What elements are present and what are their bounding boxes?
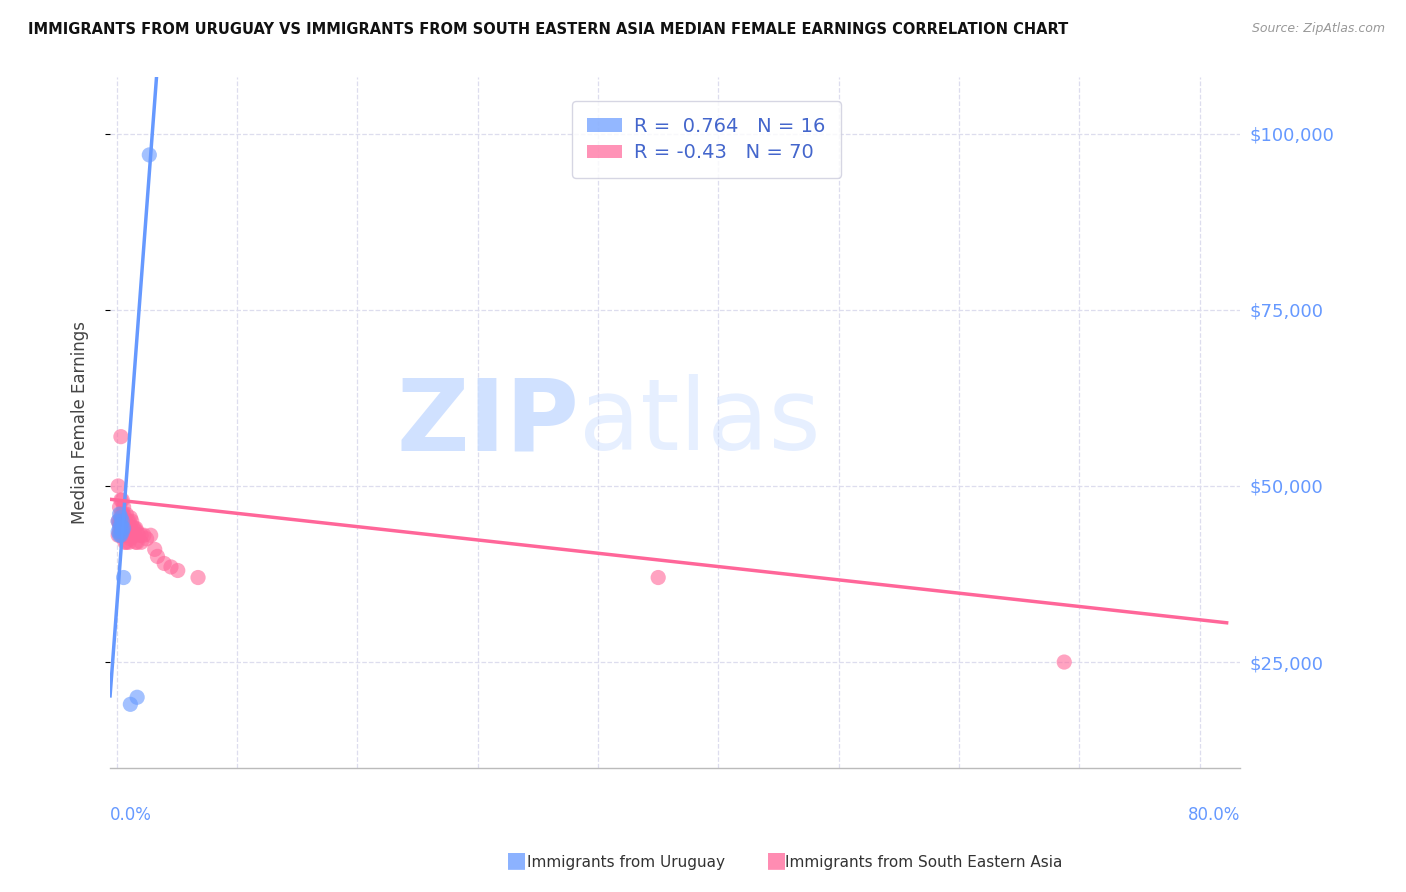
Point	[112, 521, 135, 535]
Point	[110, 528, 132, 542]
Point	[111, 514, 134, 528]
Point	[107, 479, 129, 493]
Point	[111, 521, 134, 535]
Point	[112, 570, 135, 584]
Text: ■: ■	[506, 850, 527, 870]
Point	[129, 535, 152, 549]
Y-axis label: Median Female Earnings: Median Female Earnings	[72, 321, 89, 524]
Point	[1053, 655, 1076, 669]
Point	[187, 570, 209, 584]
Point	[115, 535, 138, 549]
Point	[108, 517, 131, 532]
Point	[128, 528, 150, 542]
Point	[107, 514, 129, 528]
Point	[122, 521, 145, 535]
Point	[108, 500, 131, 514]
Point	[120, 521, 142, 535]
Point	[110, 507, 132, 521]
Point	[118, 528, 141, 542]
Legend: R =  0.764   N = 16, R = -0.43   N = 70: R = 0.764 N = 16, R = -0.43 N = 70	[572, 101, 841, 178]
Text: Source: ZipAtlas.com: Source: ZipAtlas.com	[1251, 22, 1385, 36]
Point	[129, 528, 152, 542]
Point	[108, 524, 131, 539]
Point	[117, 514, 139, 528]
Text: IMMIGRANTS FROM URUGUAY VS IMMIGRANTS FROM SOUTH EASTERN ASIA MEDIAN FEMALE EARN: IMMIGRANTS FROM URUGUAY VS IMMIGRANTS FR…	[28, 22, 1069, 37]
Point	[110, 514, 132, 528]
Text: 80.0%: 80.0%	[1188, 805, 1240, 823]
Point	[125, 535, 148, 549]
Point	[112, 500, 135, 514]
Point	[108, 507, 131, 521]
Point	[108, 528, 131, 542]
Point	[146, 549, 169, 564]
Point	[110, 510, 132, 524]
Point	[121, 514, 143, 528]
Text: ■: ■	[766, 850, 787, 870]
Point	[114, 521, 136, 535]
Point	[118, 514, 141, 528]
Point	[112, 524, 135, 539]
Point	[122, 524, 145, 539]
Point	[117, 517, 139, 532]
Point	[110, 521, 132, 535]
Point	[114, 514, 136, 528]
Point	[115, 507, 138, 521]
Point	[143, 542, 166, 557]
Point	[124, 521, 146, 535]
Text: 0.0%: 0.0%	[110, 805, 152, 823]
Point	[114, 528, 136, 542]
Point	[166, 564, 188, 578]
Point	[121, 528, 143, 542]
Point	[153, 557, 176, 571]
Text: ZIP: ZIP	[396, 374, 579, 471]
Point	[114, 517, 136, 532]
Point	[112, 521, 135, 535]
Point	[135, 532, 157, 546]
Point	[120, 532, 142, 546]
Point	[127, 690, 149, 705]
Point	[647, 570, 669, 584]
Point	[160, 560, 183, 574]
Point	[111, 517, 134, 532]
Point	[127, 535, 149, 549]
Point	[110, 430, 132, 444]
Point	[111, 528, 134, 542]
Point	[138, 148, 160, 162]
Point	[108, 514, 131, 528]
Point	[120, 528, 142, 542]
Point	[124, 528, 146, 542]
Point	[117, 521, 139, 535]
Point	[132, 528, 155, 542]
Point	[120, 510, 142, 524]
Point	[127, 524, 149, 539]
Point	[118, 535, 141, 549]
Text: Immigrants from South Eastern Asia: Immigrants from South Eastern Asia	[785, 855, 1062, 870]
Point	[107, 514, 129, 528]
Point	[108, 521, 131, 535]
Point	[111, 521, 134, 535]
Point	[107, 528, 129, 542]
Text: Immigrants from Uruguay: Immigrants from Uruguay	[527, 855, 725, 870]
Point	[112, 507, 135, 521]
Point	[110, 517, 132, 532]
Point	[110, 528, 132, 542]
Point	[117, 528, 139, 542]
Point	[118, 521, 141, 535]
Point	[115, 521, 138, 535]
Point	[114, 535, 136, 549]
Text: atlas: atlas	[579, 374, 821, 471]
Point	[111, 514, 134, 528]
Point	[111, 524, 134, 539]
Point	[110, 493, 132, 508]
Point	[111, 507, 134, 521]
Point	[107, 524, 129, 539]
Point	[112, 528, 135, 542]
Point	[125, 521, 148, 535]
Point	[115, 524, 138, 539]
Point	[111, 493, 134, 508]
Point	[112, 514, 135, 528]
Point	[120, 698, 142, 712]
Point	[139, 528, 162, 542]
